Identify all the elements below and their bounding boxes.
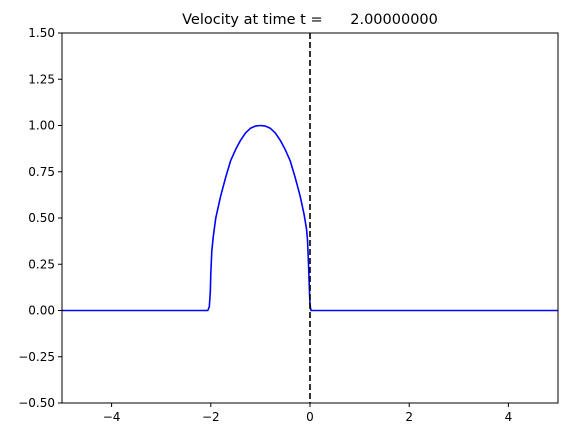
x-tick-label: 0 (306, 410, 314, 424)
y-tick-label: 1.50 (28, 26, 55, 40)
x-tick-label: −2 (202, 410, 220, 424)
y-tick-label: 0.25 (28, 257, 55, 271)
y-tick-label: 0.50 (28, 211, 55, 225)
x-tick-label: 2 (405, 410, 413, 424)
plot-area (62, 33, 558, 403)
series-line-0 (62, 124, 558, 312)
y-tick-label: −0.25 (18, 350, 55, 364)
y-tick-label: 1.00 (28, 119, 55, 133)
axes: −4 −2 0 2 4 −0.50 −0.25 0.00 0.25 0.50 0.75 1.00 1.2… (18, 26, 559, 424)
y-tick-label: 0.00 (28, 304, 55, 318)
y-tick-label: 1.25 (28, 72, 55, 86)
chart-title: Velocity at time t = 2.00000000 (182, 12, 438, 28)
plot-clipped-group (62, 33, 558, 403)
y-tick-label: −0.50 (18, 396, 55, 410)
x-tick-label: 4 (505, 410, 513, 424)
x-tick-label: −4 (103, 410, 121, 424)
y-tick-label: 0.75 (28, 165, 55, 179)
